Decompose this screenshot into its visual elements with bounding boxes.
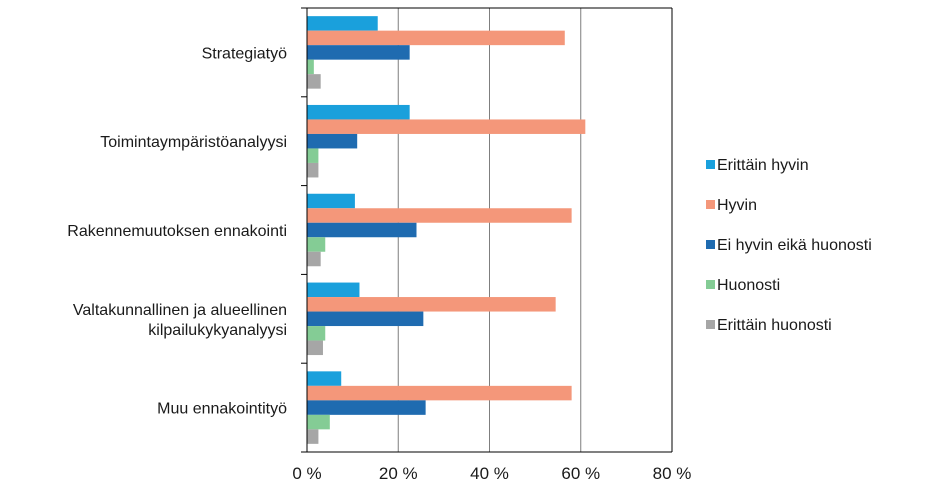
- bar: [307, 237, 326, 252]
- legend-swatch: [706, 200, 715, 209]
- bar: [307, 59, 314, 75]
- bar: [307, 385, 572, 401]
- bar: [307, 251, 321, 267]
- bar: [307, 148, 319, 163]
- category-label: Valtakunnallinen ja alueellinen: [73, 302, 287, 319]
- bar: [307, 45, 410, 60]
- bar: [307, 282, 360, 298]
- legend-label: Ei hyvin eikä huonosti: [717, 237, 872, 254]
- bar: [307, 104, 410, 120]
- bar: [307, 208, 572, 223]
- bar: [307, 326, 326, 341]
- x-tick-labels: 0 % 20 % 40 % 60 % 80 %: [292, 464, 691, 483]
- bar: [307, 119, 586, 134]
- category-label: Strategiatyö: [202, 45, 287, 62]
- legend-swatch: [706, 160, 715, 169]
- bar: [307, 414, 330, 430]
- bar: [307, 193, 355, 209]
- x-tick-label: 60 %: [561, 464, 600, 483]
- bar: [307, 222, 417, 238]
- bar: [307, 30, 565, 46]
- category-label: Rakennemuutoksen ennakointi: [67, 223, 287, 240]
- bar: [307, 340, 323, 356]
- legend-swatch: [706, 280, 715, 289]
- category-label: kilpailukykyanalyysi: [148, 322, 287, 339]
- bar: [307, 371, 342, 386]
- bar: [307, 400, 426, 415]
- x-tick-label: 40 %: [470, 464, 509, 483]
- bar: [307, 162, 319, 178]
- category-labels: Strategiatyö Toimintaympäristöanalyysi Rak…: [67, 45, 287, 417]
- axis: [301, 7, 672, 453]
- bars: [307, 16, 586, 444]
- legend-swatch: [706, 240, 715, 249]
- legend-label: Hyvin: [717, 197, 757, 214]
- bar: [307, 16, 378, 31]
- legend-label: Erittäin huonosti: [717, 317, 832, 334]
- legend-swatch: [706, 320, 715, 329]
- bar: [307, 74, 321, 89]
- bar: [307, 429, 319, 444]
- category-label: Muu ennakointityö: [157, 401, 287, 418]
- x-tick-label: 80 %: [653, 464, 692, 483]
- gridlines: [397, 8, 673, 452]
- legend-label: Huonosti: [717, 277, 780, 294]
- bar: [307, 297, 556, 312]
- x-tick-label: 20 %: [379, 464, 418, 483]
- bar: [307, 311, 424, 327]
- bar: [307, 133, 358, 149]
- legend: Erittäin hyvin Hyvin Ei hyvin eikä huonost…: [706, 157, 872, 334]
- x-tick-label: 0 %: [292, 464, 321, 483]
- category-label: Toimintaympäristöanalyysi: [100, 134, 287, 151]
- legend-label: Erittäin hyvin: [717, 157, 809, 174]
